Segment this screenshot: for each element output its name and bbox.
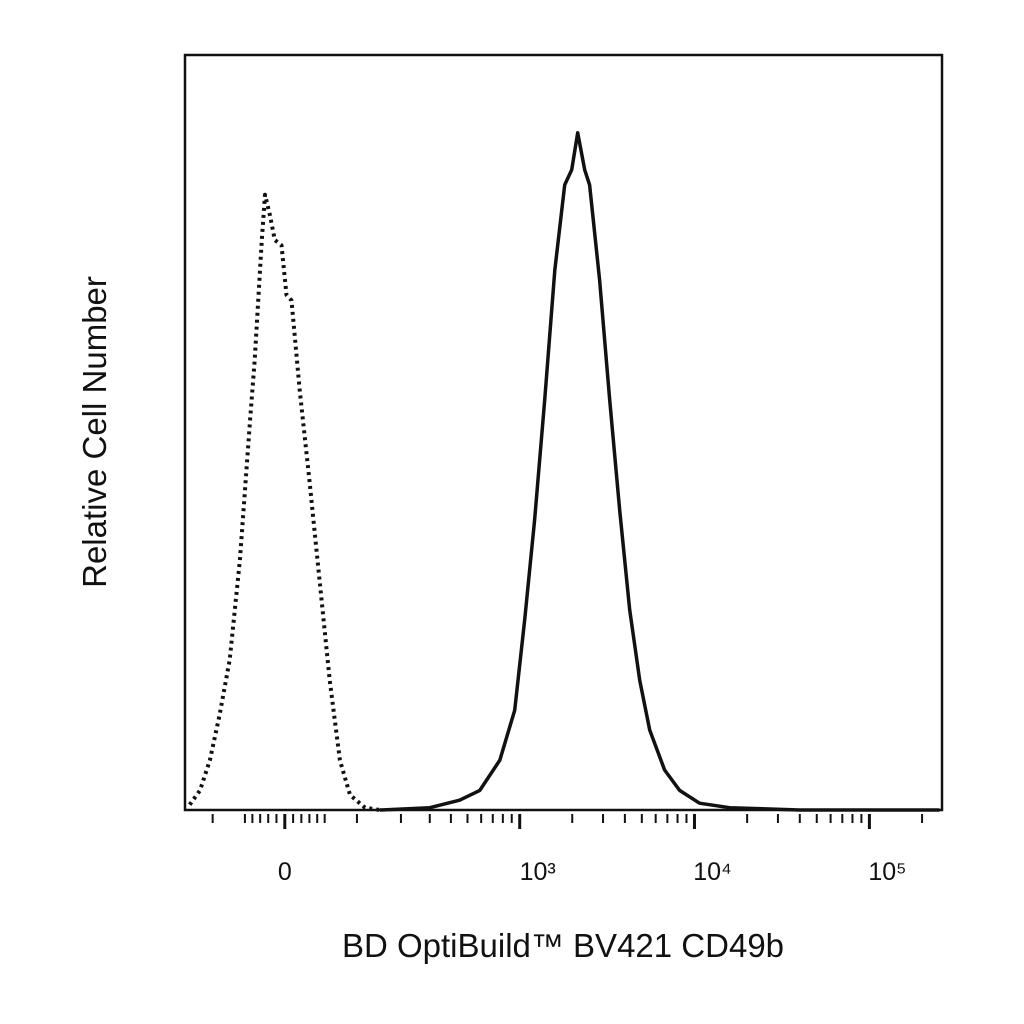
x-tick-label: 10⁵ [868,858,906,886]
plot-frame [183,53,944,812]
histogram-line [188,192,381,812]
x-tick-label: 10⁴ [693,858,732,886]
x-tick-label: 10³ [520,858,556,886]
x-axis-title: BD OptiBuild™ BV421 CD49b [342,927,784,964]
y-axis-title: Relative Cell Number [76,276,113,588]
x-tick-label: 0 [278,858,292,886]
histogram-line [379,131,940,812]
